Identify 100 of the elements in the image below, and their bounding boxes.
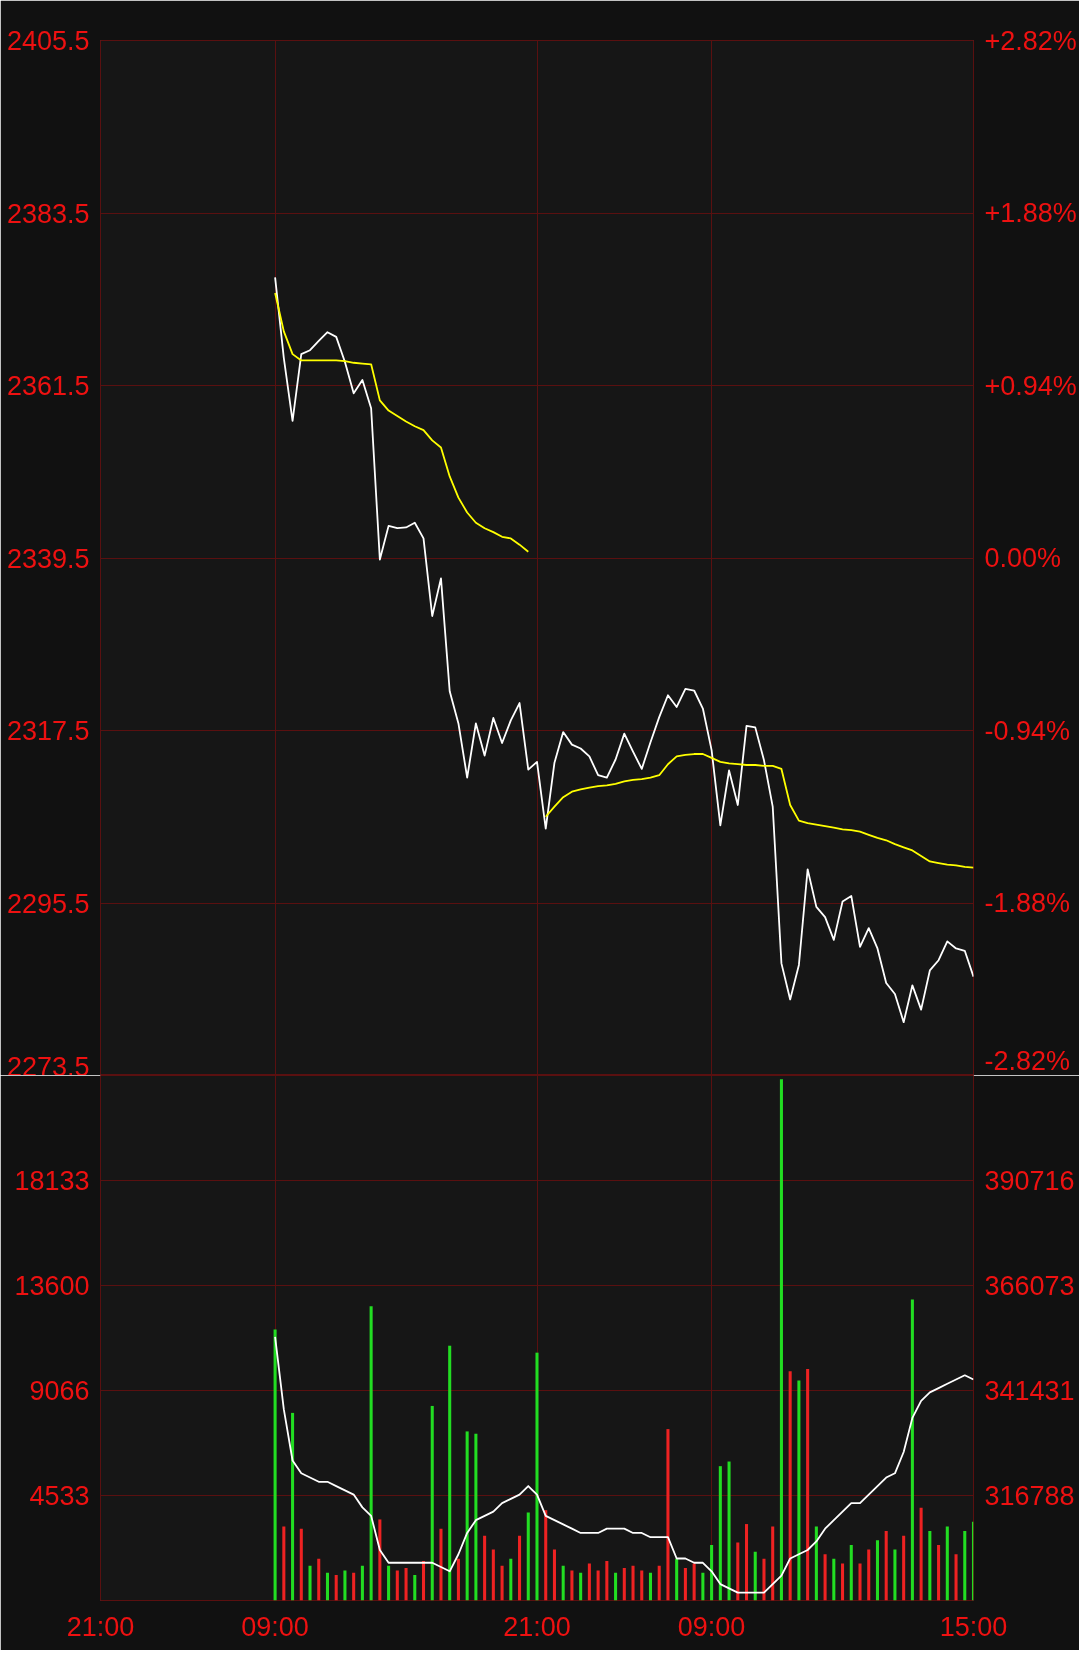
x-tick-label: 21:00 — [66, 1611, 135, 1642]
bar — [299, 1528, 303, 1601]
bar — [788, 1371, 792, 1601]
bar — [692, 1563, 696, 1601]
bar — [727, 1461, 731, 1601]
y-tick-label: 2317.5 — [6, 716, 90, 746]
bar — [849, 1544, 853, 1601]
bar — [779, 1079, 783, 1601]
bar — [832, 1558, 836, 1601]
bar — [622, 1568, 626, 1601]
bar — [744, 1524, 749, 1601]
y2-tick-label: -1.88% — [984, 888, 1071, 918]
y2-tick-label: -0.94% — [984, 715, 1071, 746]
bar — [387, 1565, 391, 1601]
bar — [378, 1519, 382, 1601]
bar — [648, 1572, 653, 1601]
bar — [683, 1568, 687, 1601]
bar — [526, 1512, 530, 1601]
bar — [465, 1431, 469, 1601]
line-series — [274, 1336, 974, 1594]
bar — [753, 1551, 757, 1601]
bar — [675, 1558, 679, 1601]
bar — [910, 1299, 914, 1601]
bar — [544, 1510, 548, 1601]
bar — [500, 1565, 504, 1601]
bar — [954, 1554, 958, 1601]
y-tick-label: 2383.5 — [6, 198, 90, 229]
bar — [579, 1572, 583, 1601]
bar — [928, 1531, 932, 1601]
y-tick-label: 13600 — [14, 1270, 90, 1301]
bar — [963, 1531, 967, 1601]
bar — [413, 1575, 417, 1601]
bar — [352, 1572, 356, 1601]
bar — [395, 1570, 399, 1601]
bar — [614, 1572, 618, 1601]
x-tick-label: 21:00 — [503, 1611, 571, 1642]
bar — [552, 1549, 556, 1601]
y2-tick-label: 341431 — [984, 1376, 1075, 1406]
y2-tick-label: 0.00% — [984, 543, 1062, 573]
bar — [806, 1368, 810, 1601]
bar — [334, 1575, 338, 1601]
bar — [291, 1412, 295, 1601]
bar — [343, 1570, 347, 1601]
bar — [369, 1306, 373, 1601]
bar — [666, 1429, 670, 1601]
bar — [631, 1565, 635, 1601]
bar — [596, 1570, 600, 1601]
x-tick-label: 15:00 — [939, 1611, 1008, 1642]
bar — [317, 1558, 321, 1601]
bar — [456, 1558, 460, 1601]
bar — [282, 1526, 286, 1601]
bar — [893, 1549, 897, 1601]
bar — [360, 1565, 364, 1601]
bar — [439, 1528, 443, 1601]
bar — [448, 1345, 452, 1601]
y-tick-label: 2295.5 — [6, 888, 90, 919]
y2-tick-label: 316788 — [984, 1481, 1075, 1511]
bar — [640, 1570, 644, 1601]
bar — [701, 1572, 705, 1601]
bar — [535, 1352, 539, 1601]
bar — [875, 1540, 879, 1601]
bar — [421, 1561, 426, 1601]
bar — [919, 1507, 923, 1601]
bar — [605, 1561, 609, 1601]
bar — [797, 1380, 801, 1601]
bar — [509, 1558, 513, 1601]
bar — [474, 1433, 478, 1601]
bar — [841, 1563, 845, 1601]
bar — [814, 1526, 818, 1601]
y-tick-label: 2339.5 — [6, 543, 90, 574]
x-tick-label: 09:00 — [241, 1611, 309, 1642]
y2-tick-label: +1.88% — [984, 198, 1077, 228]
bar — [308, 1565, 312, 1601]
bar — [736, 1542, 740, 1601]
bar — [858, 1563, 862, 1601]
bar — [570, 1570, 574, 1601]
y2-tick-label: 390716 — [984, 1166, 1075, 1196]
y2-tick-label: 366073 — [984, 1271, 1075, 1301]
bar — [404, 1568, 408, 1601]
y-tick-label: 18133 — [14, 1166, 90, 1196]
y-tick-label: 2361.5 — [6, 371, 90, 401]
y-tick-label: 4533 — [29, 1481, 90, 1511]
bar — [430, 1405, 434, 1601]
bar — [718, 1466, 722, 1601]
y2-tick-label: +2.82% — [984, 25, 1077, 56]
bar — [491, 1549, 495, 1601]
y2-tick-label: +0.94% — [984, 370, 1077, 401]
x-tick-label: 09:00 — [677, 1611, 746, 1642]
bar — [325, 1572, 330, 1601]
y2-tick-label: -2.82% — [984, 1045, 1071, 1076]
bar — [561, 1565, 565, 1601]
bar — [884, 1531, 888, 1601]
line-series — [274, 276, 974, 1024]
bar — [867, 1549, 871, 1601]
bar — [771, 1526, 775, 1601]
bar — [762, 1558, 766, 1601]
bar — [657, 1565, 661, 1601]
bar — [710, 1544, 714, 1601]
y-tick-label: 2273.5 — [6, 1051, 90, 1082]
bar — [823, 1554, 827, 1601]
